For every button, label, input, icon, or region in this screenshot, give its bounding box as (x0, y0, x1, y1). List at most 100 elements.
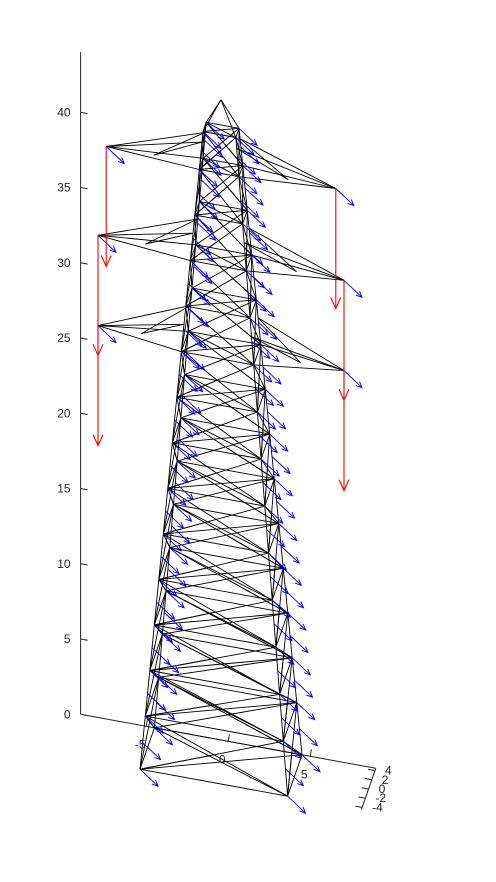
wind-arrow (176, 396, 196, 415)
wind-arrow (242, 223, 262, 242)
wind-arrow (175, 482, 195, 501)
tower-leg (180, 374, 186, 418)
wind-arrow (267, 411, 287, 430)
tower-diagonal (188, 299, 257, 332)
z-tick (80, 713, 88, 717)
wind-arrow (158, 676, 178, 696)
wind-arrow (147, 692, 167, 712)
y-tick-label: -4 (372, 800, 383, 814)
tower-plan-brace (188, 330, 254, 366)
tower-plan-brace (162, 633, 280, 695)
tower-subbrace (199, 153, 218, 170)
cross-arm-brace (153, 141, 203, 156)
tower-horizontal (154, 624, 276, 648)
wind-arrow (97, 325, 117, 344)
tower-horizontal (139, 768, 288, 797)
tower-horizontal (144, 677, 160, 717)
tower-subbrace (174, 451, 178, 462)
wind-arrow (196, 191, 216, 210)
wind-arrow (198, 169, 219, 188)
load-arrow (338, 280, 350, 402)
wind-arrow (240, 146, 260, 165)
tower-horizontal (154, 727, 303, 756)
tower-diagonal (199, 165, 244, 202)
tower-diagonal (139, 677, 160, 770)
tower-horizontal (235, 128, 240, 138)
wind-arrow (162, 533, 183, 552)
tower-horizontal (153, 590, 167, 626)
load-arrow (330, 188, 342, 310)
wind-arrow (277, 670, 297, 689)
wind-arrow (275, 646, 295, 665)
cross-arm-member (251, 336, 345, 372)
vertical-load-arrows (92, 146, 350, 492)
tower-subbrace (190, 241, 217, 261)
tower-leg (191, 244, 197, 289)
cross-arm-member (97, 218, 198, 236)
tower-horizontal (264, 478, 275, 507)
tower-peak-member (220, 99, 240, 129)
cross-arm-member (242, 165, 336, 189)
tower-diagonal (158, 657, 293, 678)
wind-arrow (244, 187, 264, 206)
wind-arrow (180, 417, 200, 436)
wind-arrow (189, 260, 210, 279)
tower-horizontal (188, 330, 261, 346)
tower-diagonal (180, 388, 266, 419)
tower-horizontal (249, 299, 257, 319)
x-tick-label: 5 (301, 767, 308, 781)
wind-arrow (182, 395, 202, 414)
wind-arrow (287, 795, 307, 814)
tower-diagonal (242, 223, 253, 256)
wind-arrow (287, 612, 307, 631)
cross-arm-brace (257, 317, 301, 364)
tower-horizontal (167, 460, 178, 489)
wind-arrow (257, 411, 277, 430)
tower-plan-brace (205, 121, 237, 138)
tower-subbrace (178, 407, 182, 418)
wind-arrow (279, 693, 299, 713)
wind-arrow (282, 567, 303, 587)
z-tick-label: 15 (57, 482, 71, 496)
cross-arm-member (253, 364, 345, 372)
wind-arrow (191, 287, 211, 306)
z-tick-label: 20 (57, 406, 71, 420)
tower-horizontal (176, 396, 258, 413)
tower-diagonal (162, 612, 288, 635)
wind-arrow (343, 370, 363, 389)
wind-arrow (193, 266, 213, 285)
z-tick-label: 0 (64, 707, 71, 721)
wind-arrow (281, 717, 301, 736)
tower-subbrace (194, 195, 218, 216)
tower-diagonal (202, 127, 240, 159)
tower-diagonal (180, 288, 193, 352)
tower-horizontal (190, 260, 247, 272)
wind-arrow (242, 165, 262, 184)
tower-subbrace (162, 584, 167, 592)
z-tick (80, 412, 88, 416)
cross-arm-member (246, 270, 345, 281)
tower-horizontal (180, 331, 189, 352)
tower-leg (165, 547, 171, 591)
wind-arrow (163, 612, 184, 631)
tower-diagonal (162, 461, 178, 534)
z-tick (80, 337, 88, 340)
tower-leg (291, 657, 298, 703)
tower-diagonal (167, 417, 182, 489)
cross-arm-member (106, 131, 206, 147)
tower-plan-brace (176, 460, 266, 507)
tower-diagonal (154, 624, 280, 695)
y-tick-label: -2 (375, 791, 386, 805)
cross-arm-brace (243, 242, 297, 272)
z-tick (80, 488, 88, 491)
tower-leg (153, 677, 160, 728)
wind-arrow (197, 222, 217, 241)
wind-arrow (139, 768, 159, 787)
wind-arrow (260, 344, 280, 363)
tower-horizontal (139, 727, 155, 770)
y-tick (361, 787, 369, 790)
wind-arrow (167, 568, 187, 587)
tower-horizontal (279, 657, 293, 695)
cross-arm-member (97, 325, 182, 353)
wind-arrow (249, 232, 269, 251)
